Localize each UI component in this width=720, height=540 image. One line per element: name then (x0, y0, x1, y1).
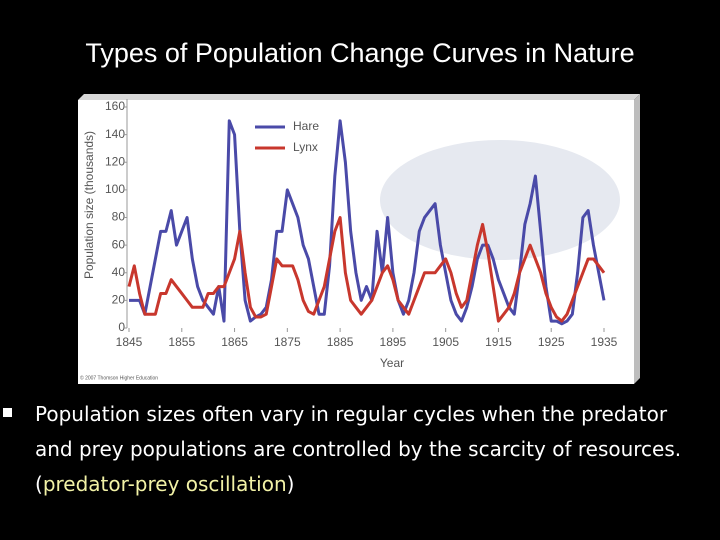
chart: Population size (thousands) Year © 2007 … (78, 94, 640, 384)
x-tick-label: 1865 (221, 335, 248, 349)
bullet-text: Population sizes often vary in regular c… (35, 397, 695, 502)
x-tick-label: 1925 (538, 335, 565, 349)
x-tick-label: 1905 (432, 335, 459, 349)
x-axis-label: Year (380, 356, 404, 370)
y-tick-label: 60 (112, 237, 126, 251)
line (129, 119, 606, 326)
y-tick-label: 120 (105, 154, 125, 168)
legend-label: Lynx (293, 140, 318, 154)
text: ) (286, 472, 295, 496)
bullet-marker (3, 408, 12, 417)
x-tick-label: 1895 (380, 335, 407, 349)
y-tick-label: 80 (112, 210, 126, 224)
legend-label: Hare (293, 119, 319, 133)
frame-top (78, 94, 640, 100)
x-tick-label: 1935 (591, 335, 618, 349)
x-tick-label: 1845 (116, 335, 143, 349)
x-tick-label: 1855 (168, 335, 195, 349)
x-tick-label: 1915 (485, 335, 512, 349)
highlight: predator-prey oscillation (42, 472, 287, 496)
slide-title: Types of Population Change Curves in Nat… (85, 38, 635, 68)
y-tick-label: 100 (105, 182, 125, 196)
y-tick-label: 0 (118, 320, 125, 334)
y-tick-label: 140 (105, 127, 125, 141)
x-tick-label: 1875 (274, 335, 301, 349)
line (127, 216, 606, 323)
text: Population sizes often vary in regular c… (35, 402, 682, 496)
illustration (380, 140, 620, 260)
x-tick-label: 1885 (327, 335, 354, 349)
y-tick-label: 20 (112, 293, 126, 307)
credit: © 2007 Thomson Higher Education (80, 374, 158, 381)
y-axis-label: Population size (thousands) (82, 131, 96, 279)
y-tick-label: 40 (112, 265, 126, 279)
y-tick-label: 160 (105, 99, 125, 113)
frame-side (634, 94, 640, 384)
